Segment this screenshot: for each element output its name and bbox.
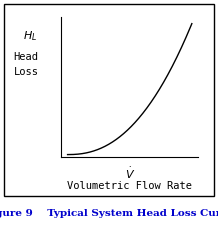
Text: $\dot{V}$: $\dot{V}$	[124, 164, 135, 180]
Bar	[4, 4, 214, 196]
Text: Head: Head	[14, 51, 39, 61]
Text: Figure 9    Typical System Head Loss Curve: Figure 9 Typical System Head Loss Curve	[0, 208, 218, 217]
Text: Volumetric Flow Rate: Volumetric Flow Rate	[67, 181, 192, 191]
Text: Loss: Loss	[14, 67, 39, 77]
Text: $H_L$: $H_L$	[23, 29, 38, 43]
